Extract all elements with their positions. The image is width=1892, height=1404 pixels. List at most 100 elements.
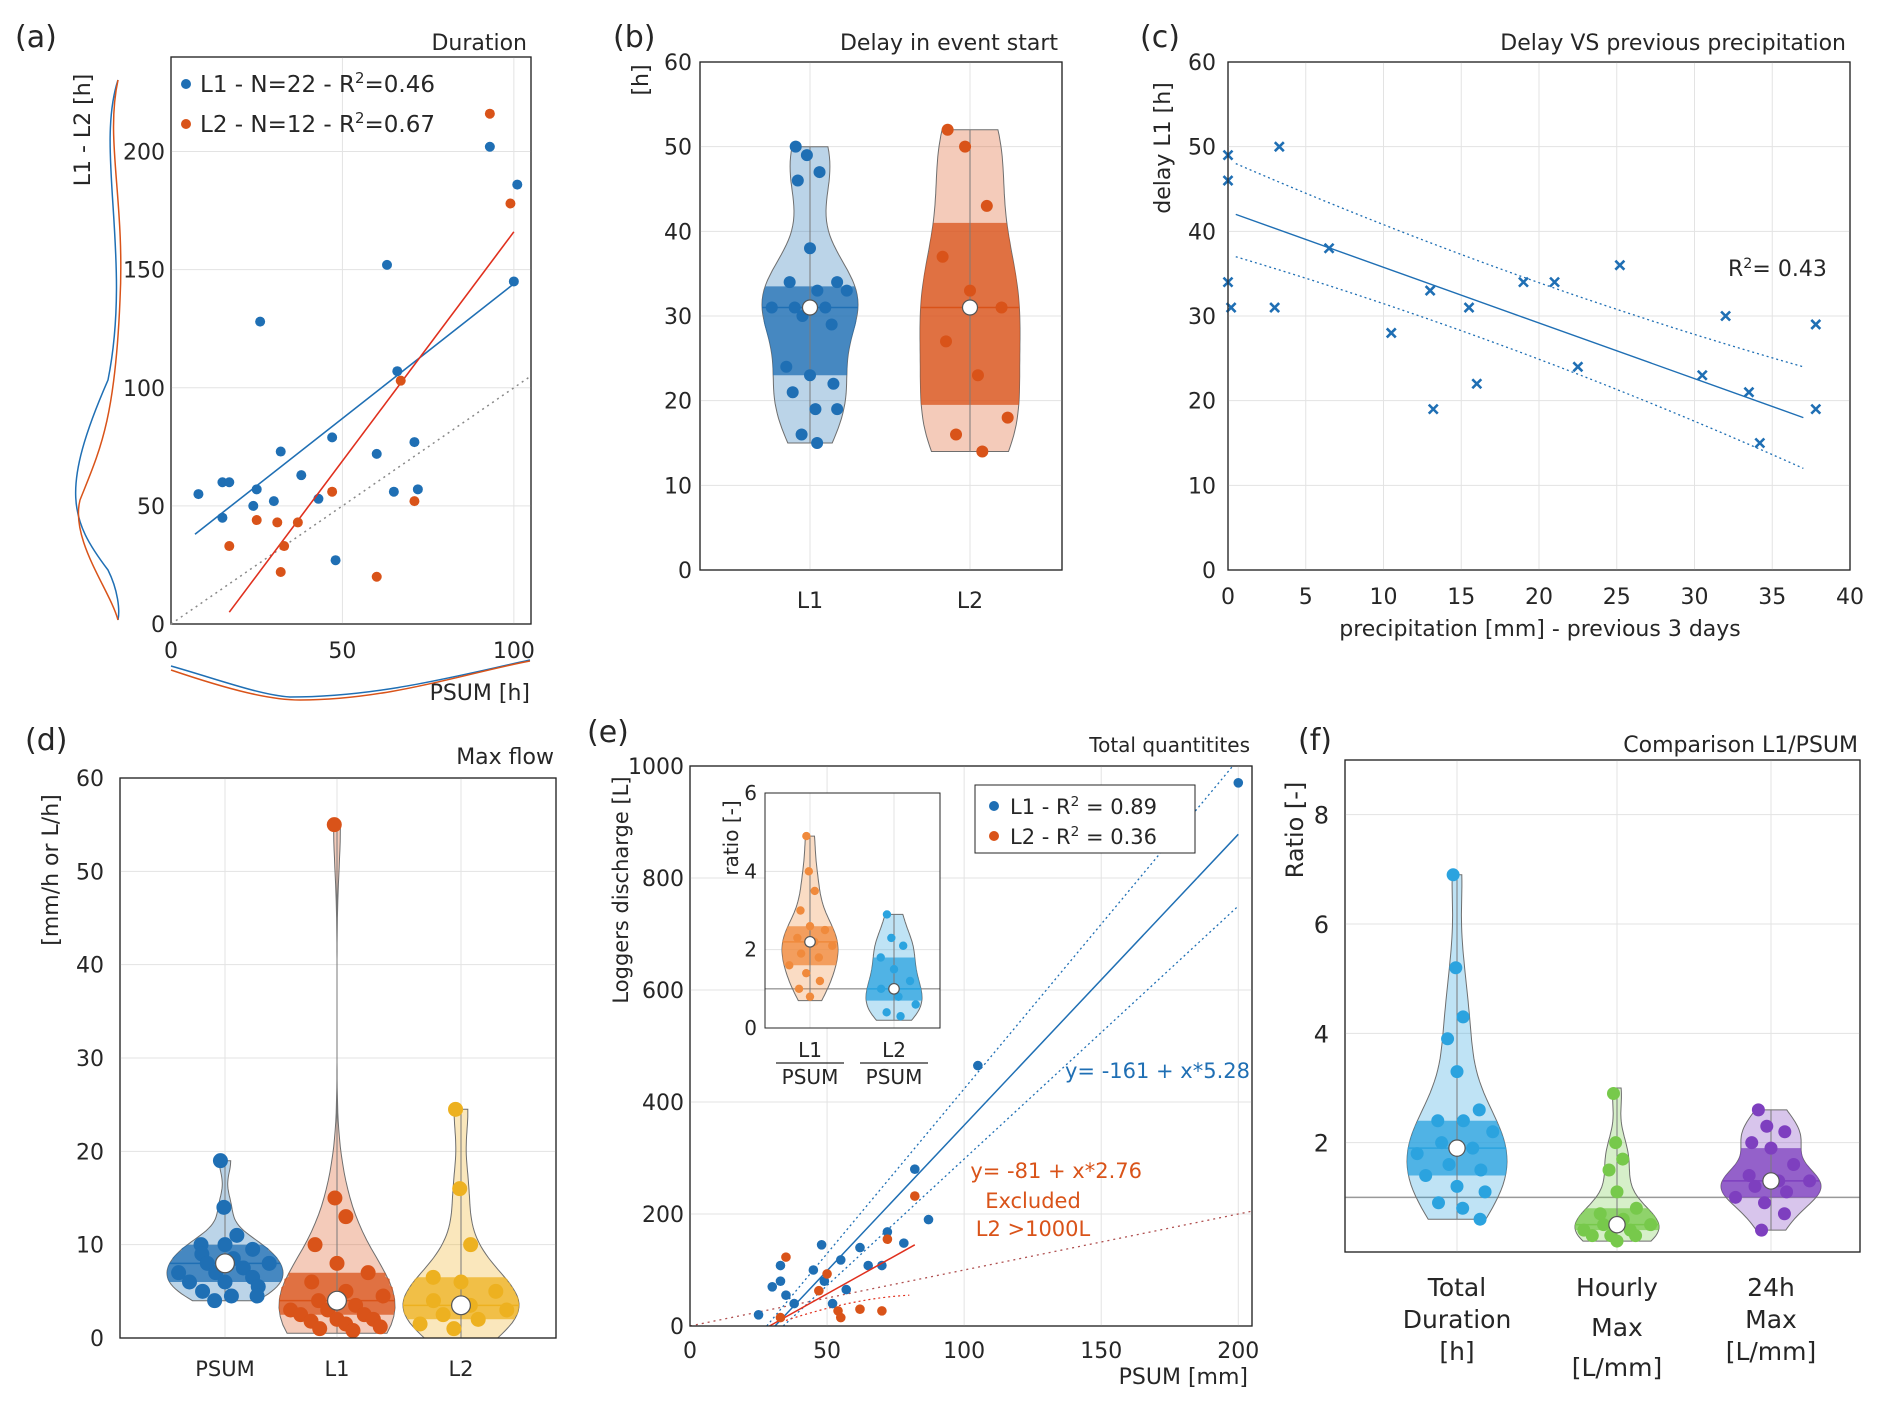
data-point-L2 (371, 571, 382, 582)
data-point-L1 (827, 1298, 838, 1309)
violin-24h-max-point (1751, 1103, 1765, 1117)
violin-L1-point (804, 242, 816, 255)
legend-entry: L2 - N=12 - R2=0.67 (200, 109, 435, 138)
violin-L1-point (765, 301, 778, 314)
violin-L2-point (936, 250, 949, 263)
violin-L2-median-marker (451, 1295, 471, 1316)
x-tick-label: L1 (797, 589, 823, 614)
data-point-L2 (781, 1252, 791, 1262)
violin-L1-point (819, 301, 832, 314)
inset-violin-L2-point (905, 976, 915, 986)
data-point (1463, 302, 1475, 313)
x-tick-label: 25 (1603, 585, 1631, 610)
data-point (1754, 437, 1766, 449)
data-point (1323, 242, 1335, 254)
violin-L1-point (783, 276, 796, 289)
violin-L1-point (788, 301, 801, 314)
data-point-L2 (395, 375, 406, 386)
confidence-band-line (785, 1294, 910, 1321)
data-point-L1 (816, 1240, 827, 1250)
chart-title: Delay in event start (840, 31, 1058, 56)
legend-entry: L2 - R2 = 0.36 (1010, 824, 1157, 849)
data-point-L1 (767, 1282, 778, 1292)
violin-total-duration-point (1478, 1185, 1492, 1199)
y-tick-label: 150 (123, 259, 165, 284)
x-tick-label: 50 (328, 639, 356, 664)
data-point (1743, 386, 1755, 398)
y-tick-label: 0 (670, 1315, 684, 1340)
data-point-L1 (193, 489, 204, 500)
violin-L1-point (789, 140, 802, 153)
axes-frame (689, 765, 1253, 1327)
data-point-L1 (1233, 778, 1244, 788)
violin-24h-max-point (1760, 1119, 1774, 1133)
fit-line-L2 (228, 231, 515, 613)
inset-violin-L1-point (785, 961, 794, 970)
panel-label: (c) (1140, 20, 1180, 55)
inset-violin-L2-point (876, 953, 885, 962)
data-point-L1 (882, 1227, 893, 1237)
inset-violin-L1-point (828, 941, 837, 950)
data-point-L1 (877, 1260, 887, 1271)
violin-PSUM-point (181, 1274, 197, 1290)
violin-L1-point (312, 1321, 328, 1337)
inset-violin-L1-point (796, 906, 805, 915)
inset-violin-L1-point (794, 984, 804, 994)
violin-24h-max-point (1748, 1179, 1762, 1193)
inset-violin-L1-point (802, 831, 811, 841)
violin-L1-point (825, 318, 838, 331)
violin-PSUM-point (235, 1260, 251, 1276)
violin-L2-point (1001, 411, 1014, 424)
data-point-L1 (808, 1265, 819, 1275)
legend-marker (181, 119, 191, 129)
chart-title: Total quantitites (1088, 733, 1250, 757)
violin-total-duration-median-marker (1448, 1139, 1466, 1157)
data-point (1518, 276, 1529, 288)
data-point-L2 (835, 1312, 846, 1323)
data-point-L1 (863, 1260, 873, 1271)
violin-hourly-max-median-marker (1608, 1215, 1626, 1234)
violin-total-duration-point (1450, 1065, 1464, 1079)
reference-line (170, 375, 532, 625)
x-tick-label: Max (1745, 1305, 1797, 1334)
data-point-L1 (819, 1276, 830, 1286)
x-tick-label: L2 (448, 1357, 473, 1381)
y-tick-label: 6 (744, 781, 757, 805)
data-point (1424, 285, 1436, 297)
axes-frame (1344, 759, 1861, 1253)
axes-a (170, 56, 532, 625)
data-point-L1 (388, 486, 399, 497)
violin-L1-point (311, 1293, 327, 1309)
inset-violin-L1-point (796, 949, 806, 958)
data-point-L1 (753, 1310, 764, 1320)
data-point-L1 (973, 1060, 983, 1071)
data-point-L1 (371, 448, 382, 459)
y-tick-label: 0 (90, 1327, 104, 1352)
violin-total-duration-point (1446, 868, 1460, 882)
violin-L2-point (995, 301, 1008, 314)
inset-violin-L1-point (815, 976, 825, 986)
y-tick-label: 10 (664, 474, 692, 499)
panel-label: (a) (15, 20, 57, 55)
inset-violin-L2-point (898, 941, 908, 950)
data-point-L1 (251, 484, 262, 495)
y-axis-label: [h] (629, 64, 654, 95)
y-tick-label: 40 (664, 220, 692, 245)
x-tick-label: 40 (1836, 585, 1864, 610)
inset-violin-L2-point (911, 1000, 920, 1009)
inset-violin-L1-point (810, 886, 819, 896)
violin-total-duration-point (1442, 1158, 1456, 1172)
data-point-L1 (835, 1255, 846, 1265)
violin-total-duration-point (1456, 1201, 1470, 1215)
frame (170, 56, 532, 625)
panel-label: (e) (587, 715, 629, 750)
panel-b: 0 10 20 30 40 50 60 L1 L2 Delay in event start [h] (629, 31, 1063, 614)
y-axis-label: Loggers discharge [L] (609, 776, 633, 1003)
inset-violin-L2-median-marker (888, 982, 900, 995)
data-point (1549, 276, 1560, 288)
data-point-L1 (855, 1242, 865, 1253)
data-point-L1 (910, 1164, 920, 1174)
data-point-L2 (814, 1285, 824, 1296)
x-tick-label: 10 (1370, 585, 1398, 610)
